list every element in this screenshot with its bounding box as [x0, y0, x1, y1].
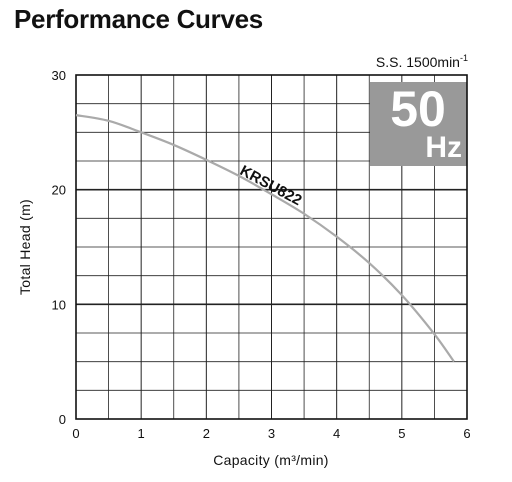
frequency-number: 50 [390, 81, 446, 137]
speed-label-text: S.S. 1500min [376, 54, 460, 70]
x-tick-label: 2 [203, 426, 210, 441]
y-tick-labels: 0 10 20 30 [52, 68, 66, 427]
x-tick-labels: 0 1 2 3 4 5 6 [72, 426, 470, 441]
x-tick-label: 4 [333, 426, 340, 441]
chart-title: Performance Curves [14, 4, 263, 34]
x-tick-label: 3 [268, 426, 275, 441]
x-axis-label: Capacity (m³/min) [213, 452, 329, 468]
y-tick-label: 0 [59, 412, 66, 427]
frequency-badge: 50 Hz [370, 81, 467, 166]
x-tick-label: 1 [138, 426, 145, 441]
chart-axes [75, 74, 468, 420]
y-tick-label: 20 [52, 183, 66, 198]
y-tick-label: 10 [52, 297, 66, 312]
y-tick-label: 30 [52, 68, 66, 83]
x-tick-label: 5 [398, 426, 405, 441]
plot-frame [75, 74, 468, 420]
series-label: KRSU822 [237, 162, 304, 209]
y-axis-label: Total Head (m) [17, 199, 33, 295]
x-tick-label: 0 [72, 426, 79, 441]
series-line-krsu822 [75, 114, 455, 363]
frequency-unit: Hz [425, 131, 462, 164]
frequency-badge-bg [370, 82, 467, 166]
speed-label-superscript: -1 [460, 53, 468, 63]
speed-label: S.S. 1500min-1 [376, 53, 468, 70]
x-tick-label: 6 [463, 426, 470, 441]
